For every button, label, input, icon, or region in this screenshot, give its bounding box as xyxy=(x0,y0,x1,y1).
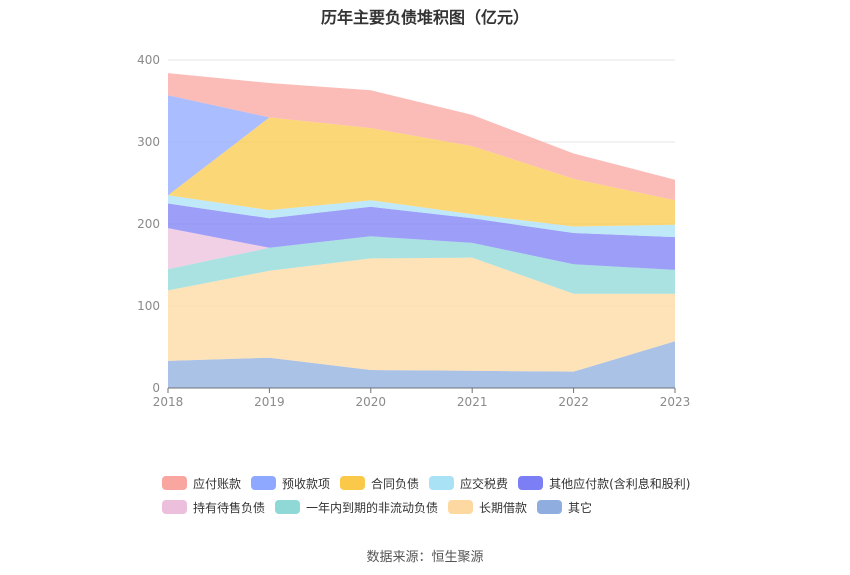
legend-label: 一年内到期的非流动负债 xyxy=(306,500,439,515)
legend-item[interactable]: 应交税费 xyxy=(429,475,508,492)
area-series xyxy=(168,73,675,388)
y-tick-label: 300 xyxy=(137,135,160,149)
area-应交税费[interactable] xyxy=(168,195,675,238)
legend-item[interactable]: 其他应付款(含利息和股利) xyxy=(518,475,690,492)
x-tick-label: 2019 xyxy=(254,395,285,409)
area-其它[interactable] xyxy=(168,341,675,388)
area-应付账款[interactable] xyxy=(168,73,675,201)
axes: 0 100 200 300 400 2018 2019 2020 2021 2022 2023 xyxy=(137,53,690,409)
legend-item[interactable]: 其它 xyxy=(537,499,592,516)
legend: 应付账款 预收款项 合同负债 应交税费 其他应付款(含利息和股利) 持有待售负债 一年内到期… xyxy=(162,471,762,519)
chart-title: 历年主要负债堆积图（亿元） xyxy=(320,8,529,27)
legend-label: 长期借款 xyxy=(479,500,528,515)
legend-swatch xyxy=(429,476,455,490)
legend-swatch xyxy=(518,476,544,490)
legend-label: 持有待售负债 xyxy=(193,500,266,515)
legend-label: 应付账款 xyxy=(193,476,242,491)
legend-swatch xyxy=(448,500,474,514)
x-tick-label: 2020 xyxy=(356,395,387,409)
legend-label: 其它 xyxy=(568,500,593,515)
y-tick-label: 200 xyxy=(137,217,160,231)
legend-label: 合同负债 xyxy=(371,476,420,491)
legend-item[interactable]: 持有待售负债 xyxy=(162,499,265,516)
y-tick-label: 0 xyxy=(152,381,160,395)
legend-item[interactable]: 应付账款 xyxy=(162,475,241,492)
legend-swatch xyxy=(275,500,301,514)
chart-plot: 0 100 200 300 400 2018 2019 2020 2021 2022 2023 xyxy=(137,53,690,409)
x-tick-label: 2023 xyxy=(660,395,691,409)
legend-swatch xyxy=(537,500,563,514)
legend-row: 应付账款 预收款项 合同负债 应交税费 其他应付款(含利息和股利) xyxy=(162,471,762,495)
area-合同负债[interactable] xyxy=(168,117,675,227)
x-tick-label: 2021 xyxy=(457,395,488,409)
legend-item[interactable]: 合同负债 xyxy=(340,475,419,492)
legend-row: 持有待售负债 一年内到期的非流动负债 长期借款 其它 xyxy=(162,495,762,519)
legend-label: 应交税费 xyxy=(460,476,509,491)
y-tick-label: 100 xyxy=(137,299,160,313)
area-其他应付款(含利息和股利)[interactable] xyxy=(168,203,675,270)
legend-item[interactable]: 一年内到期的非流动负债 xyxy=(275,499,438,516)
area-长期借款[interactable] xyxy=(168,257,675,372)
legend-item[interactable]: 预收款项 xyxy=(251,475,330,492)
area-一年内到期的非流动负债[interactable] xyxy=(168,236,675,294)
legend-swatch xyxy=(251,476,277,490)
data-source: 数据来源：恒生聚源 xyxy=(366,550,484,565)
legend-swatch xyxy=(162,476,187,490)
legend-label: 预收款项 xyxy=(282,476,331,491)
x-tick-label: 2022 xyxy=(558,395,589,409)
legend-swatch xyxy=(340,476,366,490)
legend-item[interactable]: 长期借款 xyxy=(448,499,527,516)
x-tick-label: 2018 xyxy=(153,395,184,409)
legend-label: 其他应付款(含利息和股利) xyxy=(549,476,691,491)
legend-swatch xyxy=(162,500,187,514)
y-tick-label: 400 xyxy=(137,53,160,67)
